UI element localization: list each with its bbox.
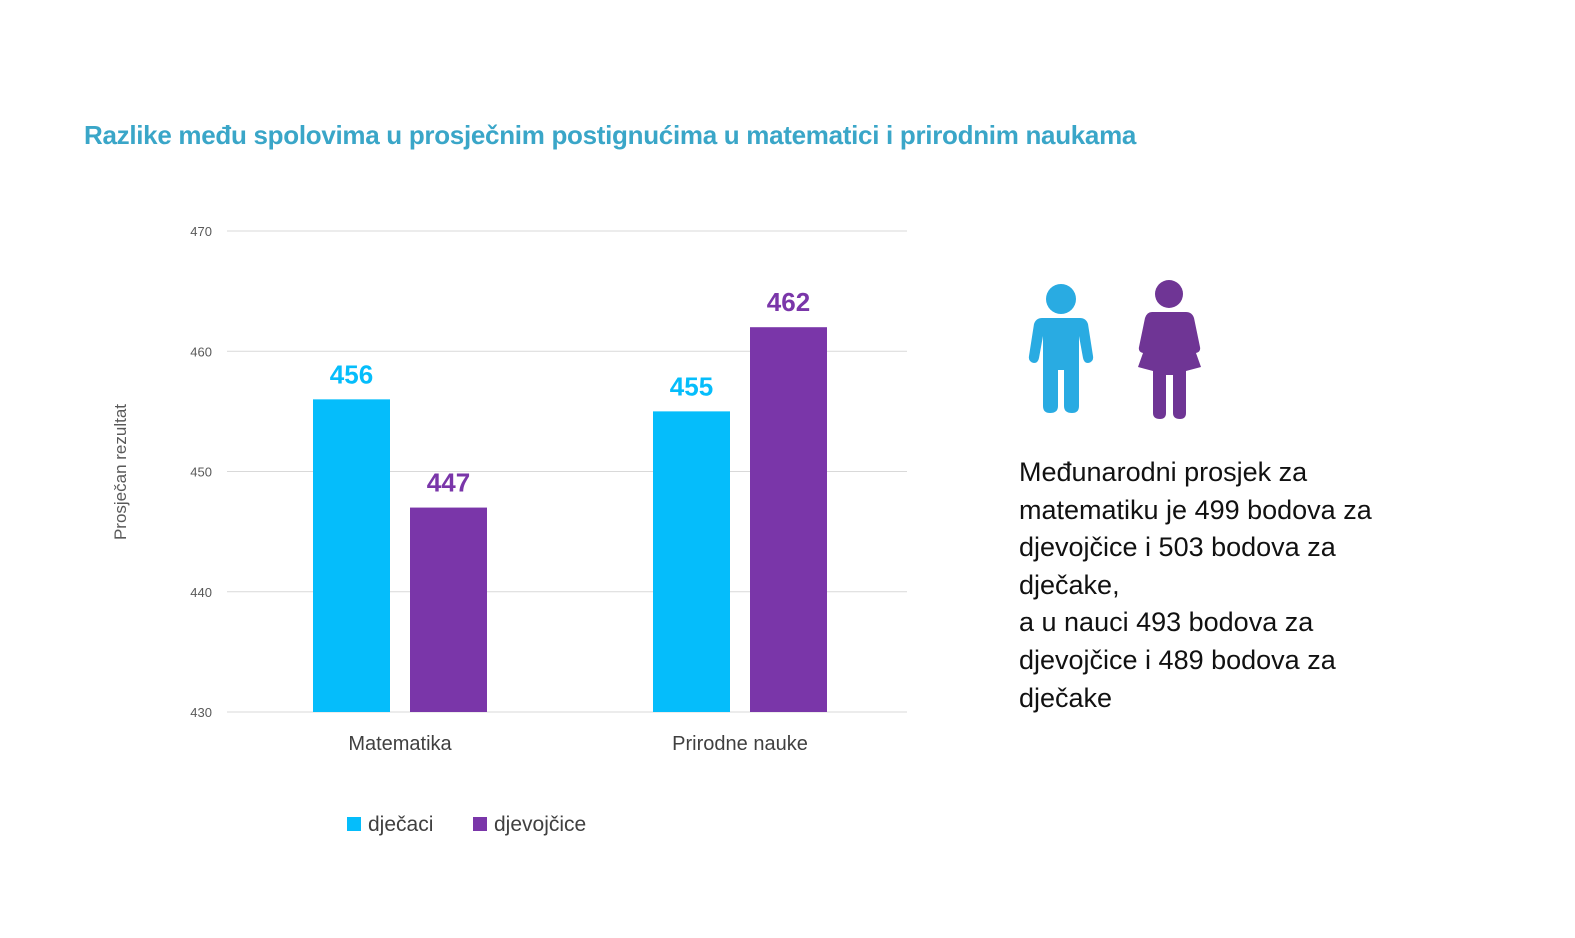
international-average-note: Međunarodni prosjek za matematiku je 499… — [1019, 457, 1372, 713]
y-axis-label: Prosječan rezultat — [111, 404, 130, 540]
data-label: 455 — [670, 371, 713, 401]
y-tick-label: 460 — [190, 344, 212, 359]
legend-label: dječaci — [368, 813, 433, 836]
x-tick-label: Matematika — [348, 733, 452, 755]
data-label: 456 — [330, 359, 373, 389]
x-tick-label: Prirodne nauke — [672, 733, 808, 755]
chart-title: Razlike među spolovima u prosječnim post… — [84, 120, 1137, 150]
girl-figure-icon — [1138, 280, 1201, 419]
boy-figure-icon — [1028, 284, 1094, 413]
legend-label: djevojčice — [494, 813, 586, 836]
data-label: 462 — [767, 287, 810, 317]
y-tick-label: 470 — [190, 224, 212, 239]
bar — [653, 411, 730, 712]
bar — [313, 399, 390, 712]
y-tick-label: 450 — [190, 465, 212, 480]
legend-swatch — [347, 817, 361, 831]
y-tick-label: 440 — [190, 585, 212, 600]
y-tick-label: 430 — [190, 705, 212, 720]
bar — [410, 507, 487, 712]
bar — [750, 327, 827, 712]
legend-swatch — [473, 817, 487, 831]
data-label: 447 — [427, 468, 470, 498]
